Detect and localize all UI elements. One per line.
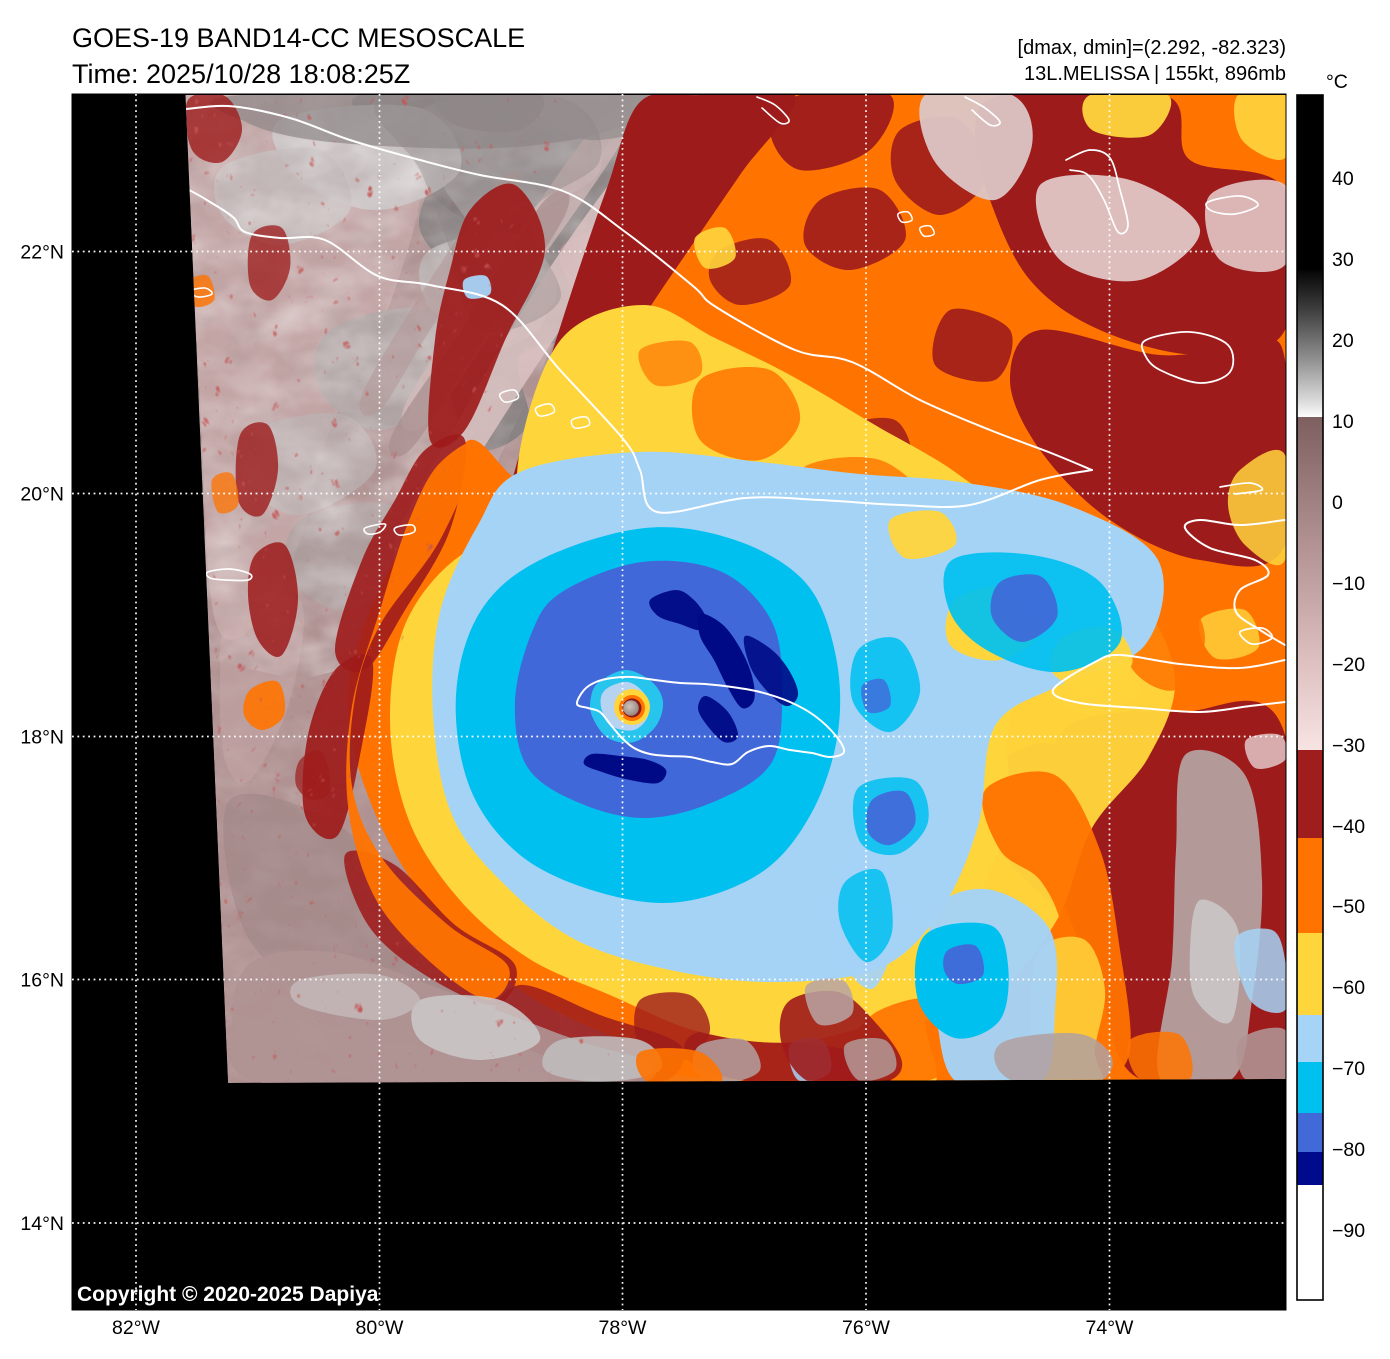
svg-text:40: 40 xyxy=(1332,168,1354,190)
svg-text:−10: −10 xyxy=(1332,573,1365,595)
svg-text:Copyright © 2020-2025 Dapiya: Copyright © 2020-2025 Dapiya xyxy=(77,1283,379,1306)
svg-text:16°N: 16°N xyxy=(20,970,64,992)
svg-text:[dmax, dmin]=(2.292, -82.323): [dmax, dmin]=(2.292, -82.323) xyxy=(1018,37,1286,59)
svg-text:0: 0 xyxy=(1332,492,1343,514)
svg-text:74°W: 74°W xyxy=(1086,1317,1134,1339)
svg-text:10: 10 xyxy=(1332,411,1354,433)
svg-text:82°W: 82°W xyxy=(112,1317,160,1339)
svg-text:°C: °C xyxy=(1326,71,1348,93)
svg-text:−60: −60 xyxy=(1332,977,1365,999)
svg-text:−90: −90 xyxy=(1332,1220,1365,1242)
svg-text:20: 20 xyxy=(1332,330,1354,352)
svg-text:30: 30 xyxy=(1332,249,1354,271)
svg-text:−40: −40 xyxy=(1332,816,1365,838)
svg-text:Time: 2025/10/28 18:08:25Z: Time: 2025/10/28 18:08:25Z xyxy=(72,59,410,89)
svg-text:18°N: 18°N xyxy=(20,727,64,749)
svg-text:76°W: 76°W xyxy=(842,1317,890,1339)
svg-text:13L.MELISSA | 155kt, 896mb: 13L.MELISSA | 155kt, 896mb xyxy=(1024,63,1286,85)
svg-text:80°W: 80°W xyxy=(356,1317,404,1339)
svg-text:14°N: 14°N xyxy=(20,1213,64,1235)
svg-text:20°N: 20°N xyxy=(20,484,64,506)
svg-text:GOES-19 BAND14-CC MESOSCALE: GOES-19 BAND14-CC MESOSCALE xyxy=(72,23,525,53)
svg-text:−20: −20 xyxy=(1332,654,1365,676)
svg-text:78°W: 78°W xyxy=(599,1317,647,1339)
svg-text:22°N: 22°N xyxy=(20,242,64,264)
svg-text:−80: −80 xyxy=(1332,1139,1365,1161)
svg-text:−70: −70 xyxy=(1332,1058,1365,1080)
svg-text:−50: −50 xyxy=(1332,896,1365,918)
svg-text:−30: −30 xyxy=(1332,735,1365,757)
